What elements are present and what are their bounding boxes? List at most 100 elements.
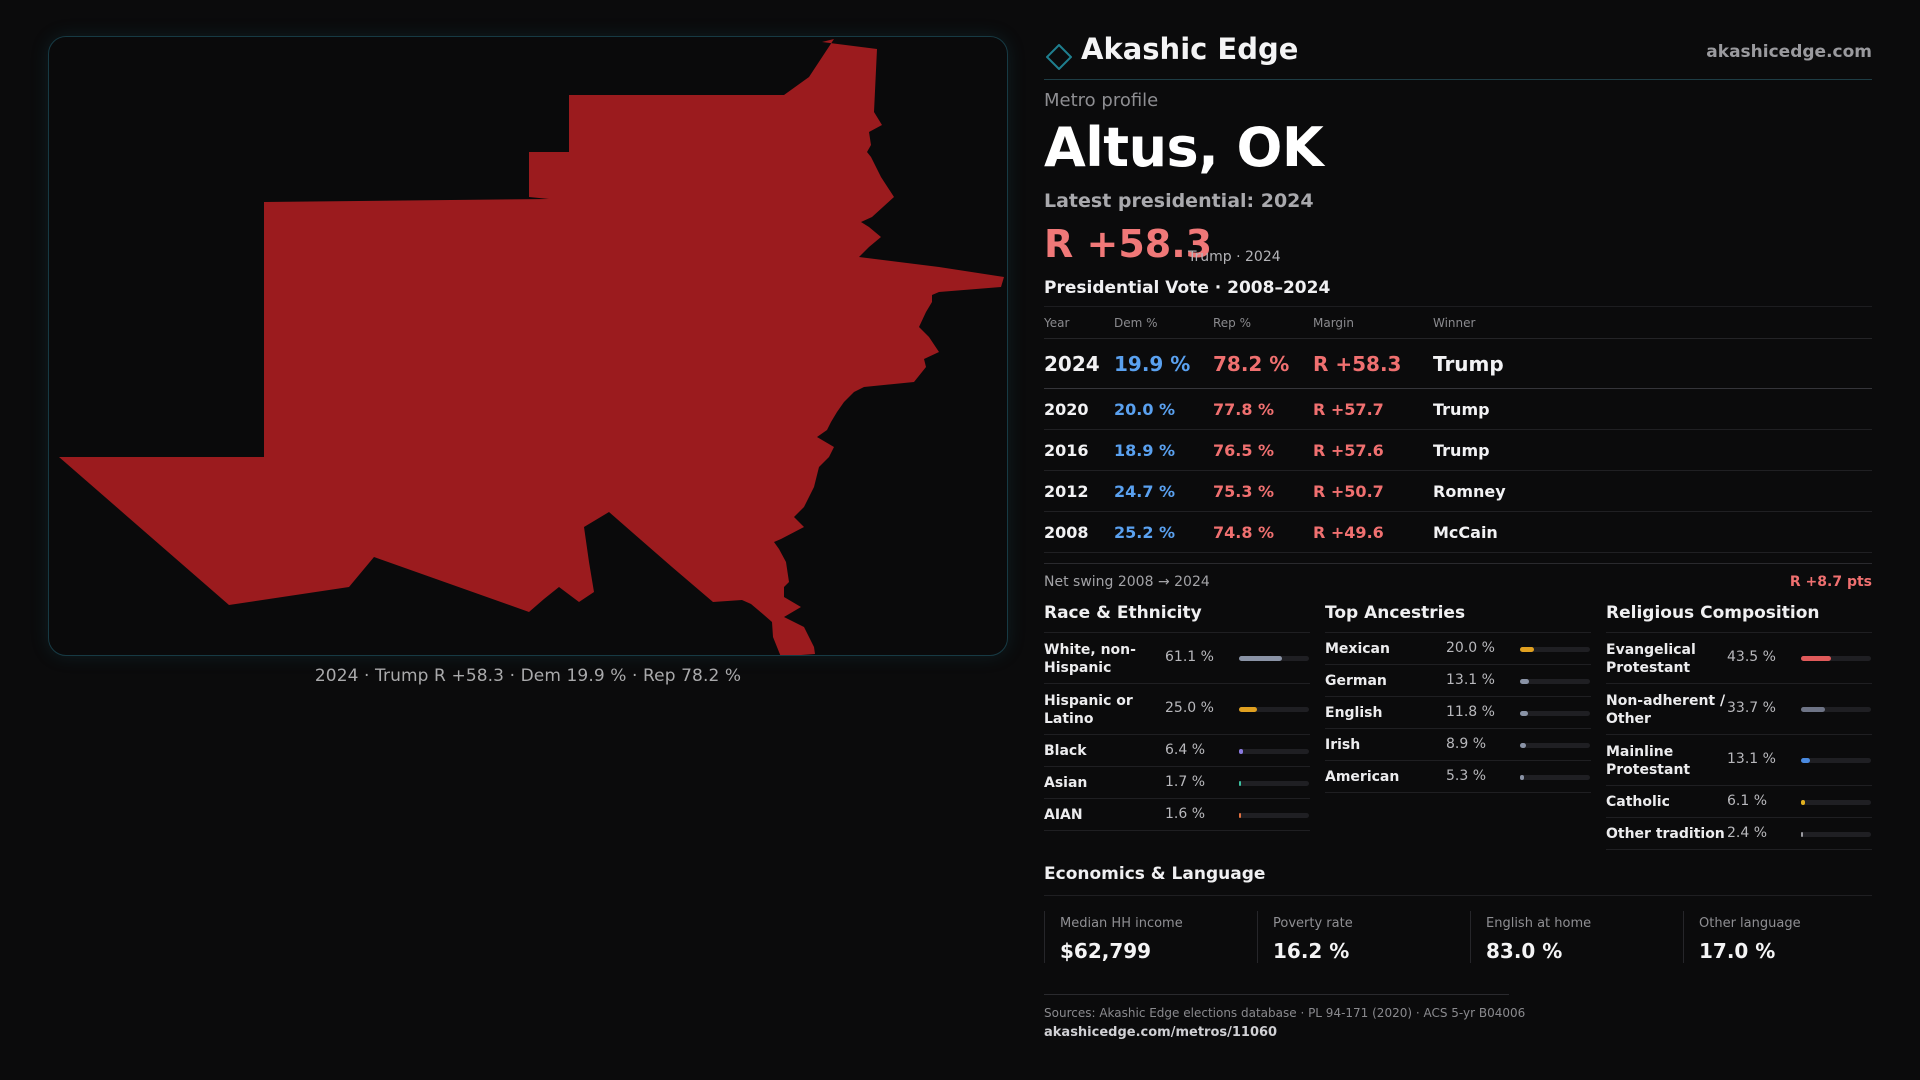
bar-track [1520,743,1590,748]
ancestry-pct: 11.8 % [1446,704,1495,720]
ancestry-name: English [1325,705,1383,721]
cell-dem: 19.9 % [1114,338,1213,389]
table-header-row: Year Dem % Rep % Margin Winner [1044,306,1872,339]
econ-value: 16.2 % [1273,939,1350,963]
race-name: Asian [1044,775,1088,791]
cell-winner: McCain [1433,511,1872,553]
bar-fill [1239,813,1241,818]
bar-fill [1520,679,1530,684]
cell-winner: Trump [1433,429,1872,471]
bar-fill [1801,758,1811,763]
ancestry-name: American [1325,769,1400,785]
bar-track [1520,647,1590,652]
brand-name: Akashic Edge [1081,32,1299,66]
vote-history-table: Year Dem % Rep % Margin Winner 2024 19.9… [1044,306,1872,553]
brand-url-link[interactable]: akashicedge.com [1706,42,1872,62]
net-swing-value: R +8.7 pts [1789,574,1872,590]
bar-fill [1801,707,1825,712]
religion-name: Other tradition [1606,826,1725,842]
cell-margin: R +50.7 [1313,470,1433,512]
econ-value: 17.0 % [1699,939,1776,963]
footer-divider [1044,994,1509,995]
bar-track [1239,749,1309,754]
latest-presidential-label: Latest presidential: 2024 [1044,190,1314,212]
table-row: 2012 24.7 % 75.3 % R +50.7 Romney [1044,470,1872,512]
cell-year: 2020 [1044,388,1114,430]
list-item: Mainline Protestant 13.1 % [1606,735,1872,786]
bar-fill [1520,743,1527,748]
race-ethnicity-section: Race & Ethnicity White, non-Hispanic 61.… [1044,601,1310,831]
cell-winner: Trump [1433,388,1872,430]
econ-value: 83.0 % [1486,939,1563,963]
ancestry-name: German [1325,673,1387,689]
religion-name: Non-adherent / Other [1606,693,1726,727]
cell-margin: R +57.6 [1313,429,1433,471]
ancestry-name: Mexican [1325,641,1390,657]
econ-label: Median HH income [1060,916,1183,931]
cell-dem: 20.0 % [1114,388,1213,430]
race-name: Black [1044,743,1087,759]
list-item: Asian 1.7 % [1044,767,1310,799]
ancestry-pct: 8.9 % [1446,736,1487,752]
header-rep: Rep % [1213,306,1313,339]
cell-rep: 77.8 % [1213,388,1313,430]
list-item: Non-adherent / Other 33.7 % [1606,684,1872,735]
bar-track [1239,813,1309,818]
bar-track [1801,832,1871,837]
economics-row: Median HH income $62,799 Poverty rate 16… [1044,895,1872,965]
religion-name: Catholic [1606,794,1670,810]
vote-table-title: Presidential Vote · 2008–2024 [1044,278,1331,298]
religion-name: Evangelical Protestant [1606,642,1696,676]
race-pct: 1.6 % [1165,806,1206,822]
cell-margin: R +58.3 [1313,338,1433,389]
list-item: German 13.1 % [1325,665,1591,697]
cell-rep: 75.3 % [1213,470,1313,512]
race-name: AIAN [1044,807,1083,823]
table-row: 2016 18.9 % 76.5 % R +57.6 Trump [1044,429,1872,471]
list-item: Irish 8.9 % [1325,729,1591,761]
cell-rep: 74.8 % [1213,511,1313,553]
bar-fill [1520,647,1534,652]
ancestry-pct: 5.3 % [1446,768,1487,784]
religion-section: Religious Composition Evangelical Protes… [1606,601,1872,850]
metro-boundary-shape[interactable] [59,39,1004,656]
religion-pct: 2.4 % [1727,825,1768,841]
map-caption: 2024 · Trump R +58.3 · Dem 19.9 % · Rep … [314,666,742,686]
bar-track [1520,775,1590,780]
list-item: White, non-Hispanic 61.1 % [1044,633,1310,684]
econ-value: $62,799 [1060,939,1152,963]
list-item: AIAN 1.6 % [1044,799,1310,831]
cell-dem: 18.9 % [1114,429,1213,471]
table-row: 2020 20.0 % 77.8 % R +57.7 Trump [1044,388,1872,430]
bar-track [1239,707,1309,712]
footer-url-link[interactable]: akashicedge.com/metros/11060 [1044,1025,1278,1040]
bar-track [1801,707,1871,712]
religion-name: Mainline Protestant [1606,744,1691,778]
race-pct: 25.0 % [1165,700,1214,716]
ancestry-section: Top Ancestries Mexican 20.0 % German 13.… [1325,601,1591,793]
cell-year: 2012 [1044,470,1114,512]
header-margin: Margin [1313,306,1433,339]
cell-margin: R +49.6 [1313,511,1433,553]
headline-margin: R +58.3 [1044,222,1213,266]
econ-stat: English at home 83.0 % [1470,911,1683,963]
econ-label: English at home [1486,916,1592,931]
bar-fill [1239,656,1282,661]
map-panel[interactable] [48,36,1008,656]
list-item: Evangelical Protestant 43.5 % [1606,633,1872,684]
religion-pct: 43.5 % [1727,649,1776,665]
metro-profile-label: Metro profile [1044,90,1159,111]
table-row: 2024 19.9 % 78.2 % R +58.3 Trump [1044,338,1872,389]
list-item: Other tradition 2.4 % [1606,818,1872,850]
cell-year: 2008 [1044,511,1114,553]
list-item: Hispanic or Latino 25.0 % [1044,684,1310,735]
religion-pct: 6.1 % [1727,793,1768,809]
bar-fill [1801,832,1803,837]
metro-map[interactable] [49,37,1008,656]
list-item: Mexican 20.0 % [1325,633,1591,665]
bar-track [1801,656,1871,661]
header-dem: Dem % [1114,306,1213,339]
bar-fill [1239,781,1241,786]
ancestry-title: Top Ancestries [1325,601,1591,633]
econ-label: Other language [1699,916,1801,931]
